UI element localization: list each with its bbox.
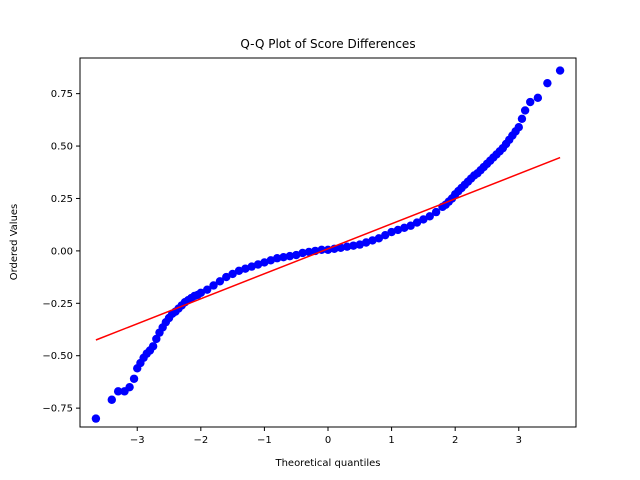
y-tick-label: 0.75 — [51, 89, 73, 100]
fit-line — [95, 156, 561, 341]
data-point — [355, 240, 364, 249]
data-point — [387, 227, 396, 237]
data-point — [336, 243, 345, 252]
data-point — [514, 122, 523, 132]
data-point — [247, 262, 256, 271]
x-tick-label: −2 — [193, 435, 208, 446]
y-tick-label: 0.00 — [51, 246, 73, 257]
data-point — [202, 285, 212, 294]
data-point — [91, 414, 101, 423]
data-point — [381, 230, 390, 240]
data-point — [425, 212, 434, 221]
data-point — [374, 234, 384, 243]
y-axis: −0.75 −0.50 −0.25 0.00 0.25 0.50 0.75 — [42, 89, 80, 415]
y-tick-label: −0.50 — [42, 351, 73, 362]
y-tick-label: 0.25 — [51, 194, 73, 205]
data-point — [152, 334, 161, 344]
x-tick-label: −1 — [257, 435, 272, 446]
data-point — [431, 207, 441, 217]
x-axis-label: Theoretical quantiles — [274, 458, 380, 469]
data-point — [209, 281, 218, 290]
data-point — [234, 266, 244, 275]
chart-title: Q-Q Plot of Score Differences — [240, 37, 415, 51]
data-point — [304, 247, 314, 257]
y-tick-label: −0.25 — [42, 299, 73, 310]
y-axis-label: Ordered Values — [9, 204, 20, 281]
plot-area — [91, 66, 565, 423]
data-point — [129, 374, 139, 383]
y-tick-label: 0.50 — [51, 142, 73, 153]
x-tick-label: 1 — [388, 435, 394, 446]
data-point — [272, 254, 282, 263]
data-point — [228, 269, 237, 279]
x-tick-label: 3 — [516, 435, 522, 446]
data-point — [279, 252, 288, 262]
data-point — [260, 258, 269, 267]
data-point — [412, 218, 422, 227]
data-point — [520, 106, 530, 115]
data-point — [406, 221, 415, 230]
data-point — [266, 256, 275, 265]
data-point — [253, 260, 263, 269]
data-point — [555, 66, 565, 75]
data-point — [241, 264, 250, 273]
data-point — [298, 248, 307, 258]
x-axis: −3 −2 −1 0 1 2 3 — [130, 427, 522, 446]
data-point — [543, 78, 552, 88]
data-point — [148, 342, 158, 351]
data-point — [400, 223, 409, 233]
data-point — [517, 114, 527, 124]
data-point — [222, 272, 231, 282]
y-tick-label: −0.75 — [42, 404, 73, 415]
data-point — [107, 395, 116, 404]
x-tick-label: 2 — [452, 435, 458, 446]
data-point — [113, 387, 123, 396]
data-point — [419, 215, 428, 224]
data-point — [285, 251, 295, 261]
data-point — [393, 225, 403, 235]
data-point — [196, 288, 206, 298]
data-point — [349, 241, 358, 250]
data-point — [292, 250, 301, 260]
data-point — [361, 238, 371, 247]
data-point — [368, 236, 377, 245]
data-point — [125, 382, 134, 392]
x-tick-label: −3 — [130, 435, 145, 446]
data-point — [533, 93, 543, 103]
data-point — [526, 97, 535, 107]
data-point — [342, 242, 352, 251]
data-point — [215, 277, 225, 286]
x-tick-label: 0 — [325, 435, 331, 446]
